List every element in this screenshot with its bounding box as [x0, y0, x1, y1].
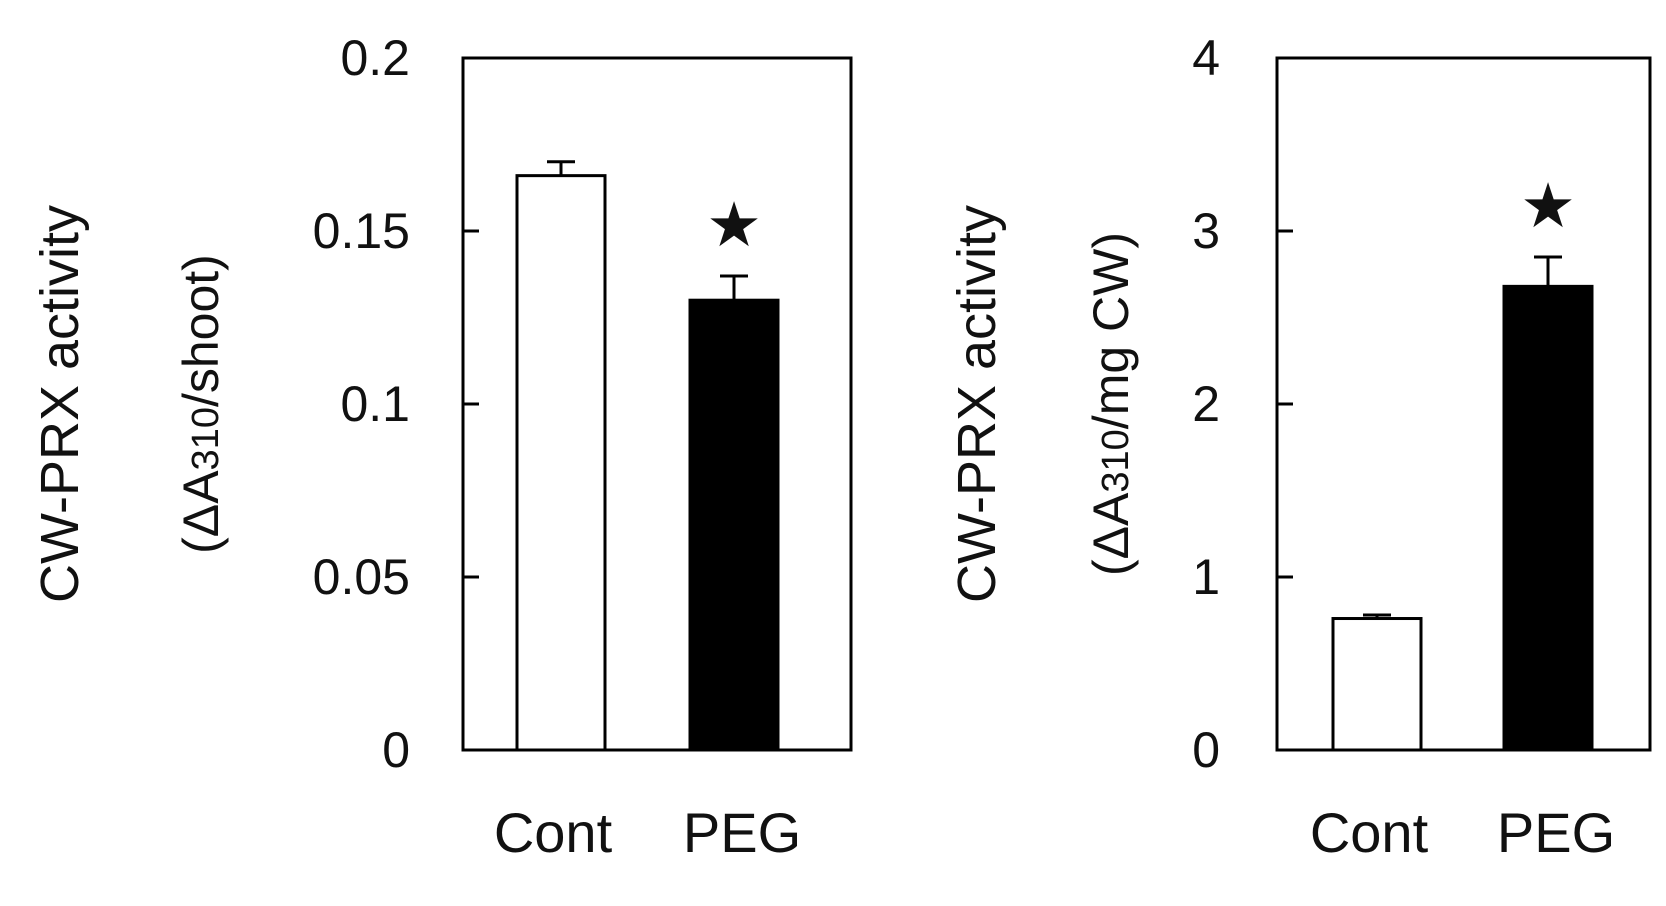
category-label: Cont — [1310, 801, 1429, 864]
y-axis-unit: (ΔA310/shoot) — [173, 254, 229, 554]
chart-panel-left: 0 0.05 0.1 0.15 0.2 Cont ★ PEG CW-PRX activity (Δ… — [30, 30, 853, 864]
chart-panel-right: 0 1 2 3 4 Cont ★ PEG CW-PRX activity (ΔA310/mg CW… — [947, 30, 1652, 864]
unit-prefix: (ΔA — [1083, 492, 1139, 576]
y-tick-label: 1 — [1192, 549, 1220, 605]
y-tick-label: 0.2 — [340, 30, 410, 86]
unit-subscript: 310 — [185, 407, 227, 470]
y-tick-label: 3 — [1192, 203, 1220, 259]
error-bar — [547, 160, 575, 176]
error-bar — [720, 274, 748, 301]
y-axis-unit: (ΔA310/mg CW) — [1083, 232, 1139, 576]
y-tick-label: 0 — [382, 722, 410, 778]
unit-subscript: 310 — [1095, 429, 1137, 492]
category-label: PEG — [683, 801, 801, 864]
y-axis-title: CW-PRX activity — [30, 205, 90, 603]
y-tick-label: 0.05 — [313, 549, 410, 605]
significance-star: ★ — [706, 191, 762, 260]
category-label: PEG — [1497, 801, 1615, 864]
error-bar — [1363, 613, 1391, 619]
bar-peg — [1502, 284, 1594, 752]
y-tick-label: 0 — [1192, 722, 1220, 778]
y-tick-label: 2 — [1192, 376, 1220, 432]
bar-cont — [1331, 617, 1423, 752]
unit-suffix: /mg CW) — [1083, 232, 1139, 429]
unit-suffix: /shoot) — [173, 254, 229, 407]
unit-prefix: (ΔA — [173, 470, 229, 554]
bar-cont — [515, 174, 607, 752]
y-axis-title: CW-PRX activity — [947, 205, 1007, 603]
y-tick-label: 0.15 — [313, 203, 410, 259]
y-tick-label: 4 — [1192, 30, 1220, 86]
category-label: Cont — [494, 801, 613, 864]
bar-peg — [688, 298, 780, 752]
y-tick-label: 0.1 — [340, 376, 410, 432]
significance-star: ★ — [1520, 172, 1576, 241]
error-bar — [1534, 255, 1562, 287]
